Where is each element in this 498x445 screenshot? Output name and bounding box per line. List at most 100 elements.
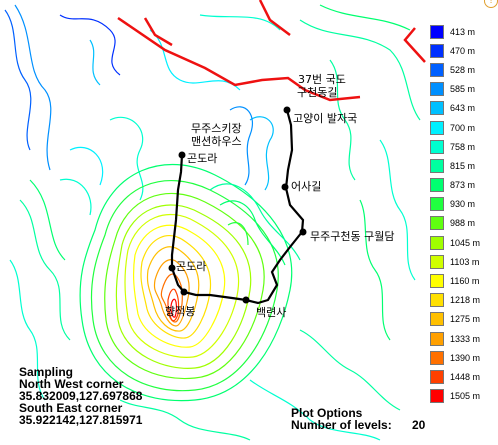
legend-item: 1505 m (430, 387, 498, 406)
legend-label: 1103 m (450, 256, 480, 267)
label-guwoldam: 무주구천동 구월담 (310, 229, 394, 243)
contour-lines (4, 4, 421, 441)
boundary-line-north (143, 17, 173, 47)
legend-swatch (430, 139, 444, 154)
sampling-info: Sampling North West corner 35.832009,127… (19, 365, 143, 427)
legend-item: 930 m (430, 195, 498, 214)
legend-swatch (430, 120, 444, 135)
legend-label: 1390 m (450, 352, 481, 363)
legend-swatch (430, 43, 444, 58)
legend-swatch (430, 274, 444, 289)
legend-item: 1333 m (430, 329, 498, 348)
legend-swatch (430, 62, 444, 77)
place-labels: 37번 국도 구천동길 고양이 발자국 무주스키장 맨션하우스 곤도라 어사길 … (165, 73, 394, 319)
legend-item: 643 m (430, 99, 498, 118)
legend-label: 1218 m (450, 295, 481, 306)
legend-label: 470 m (450, 45, 476, 56)
legend-label: 758 m (450, 141, 476, 152)
se-corner-label: South East corner (19, 401, 123, 415)
boundary-line-east (117, 16, 361, 102)
legend-item: 1218 m (430, 291, 498, 310)
label-resort: 무주스키장 (191, 122, 242, 135)
legend-label: 700 m (450, 122, 476, 133)
legend-item: 1448 m (430, 367, 498, 386)
legend-label: 930 m (450, 199, 476, 210)
legend-swatch (430, 82, 444, 97)
legend-label: 873 m (450, 180, 476, 191)
label-resort-sub: 맨션하우스 (191, 134, 242, 148)
legend-swatch (430, 350, 444, 365)
legend-label: 1448 m (450, 371, 481, 382)
label-gondola-mid: 곤도라 (176, 260, 206, 273)
legend-swatch (430, 158, 444, 173)
label-baengnyeonsa: 백련사 (256, 306, 286, 319)
legend-item: 1103 m (430, 252, 498, 271)
legend-label: 1045 m (450, 237, 481, 248)
levels-value[interactable]: 20 (412, 418, 426, 432)
legend-label: 1275 m (450, 314, 481, 325)
boundary-line-top (258, 0, 291, 36)
label-eosagil: 어사길 (291, 180, 321, 193)
label-road-sub: 구천동길 (297, 85, 337, 99)
legend-swatch (430, 216, 444, 231)
se-corner-value: 35.922142,127.815971 (19, 413, 143, 427)
legend-swatch (430, 178, 444, 193)
admin-boundary-lines (117, 0, 426, 102)
legend-swatch (430, 331, 444, 346)
legend-label: 988 m (450, 218, 476, 229)
elevation-legend: 413 m 470 m 528 m 585 m 643 m 700 m 758 m 815 m… (430, 22, 498, 406)
legend-swatch (430, 369, 444, 384)
nw-corner-value: 35.832009,127.697868 (19, 389, 143, 403)
waypoint-hyangjeokbong[interactable] (180, 288, 188, 296)
sampling-title: Sampling (19, 365, 73, 379)
topographic-map[interactable]: 37번 국도 구천동길 고양이 발자국 무주스키장 맨션하우스 곤도라 어사길 … (0, 0, 430, 445)
label-goyangi: 고양이 발자국 (293, 112, 357, 125)
legend-label: 1333 m (450, 333, 481, 344)
legend-item: 1160 m (430, 271, 498, 290)
legend-swatch (430, 101, 444, 116)
waypoints (168, 106, 307, 304)
legend-item: 413 m (430, 22, 498, 41)
info-icon[interactable]: ! (484, 0, 498, 8)
legend-label: 1505 m (450, 391, 481, 402)
label-road: 37번 국도 (298, 73, 346, 86)
legend-label: 413 m (450, 26, 476, 37)
trail-route[interactable] (170, 109, 305, 305)
legend-label: 528 m (450, 64, 476, 75)
boundary-line-right (403, 27, 426, 63)
nw-corner-label: North West corner (19, 377, 124, 391)
legend-item: 988 m (430, 214, 498, 233)
label-gondola-top: 곤도라 (187, 152, 217, 165)
legend-item: 1390 m (430, 348, 498, 367)
legend-item: 758 m (430, 137, 498, 156)
waypoint-gondola-top[interactable] (178, 151, 186, 159)
legend-item: 1045 m (430, 233, 498, 252)
legend-swatch (430, 254, 444, 269)
plot-options[interactable]: Plot Options Number of levels: 20 (291, 406, 426, 432)
legend-label: 585 m (450, 84, 476, 95)
legend-label: 815 m (450, 160, 476, 171)
legend-label: 643 m (450, 103, 476, 114)
waypoint-goyangi[interactable] (283, 106, 291, 114)
plot-options-title: Plot Options (291, 406, 363, 420)
waypoint-gondola-mid[interactable] (168, 264, 176, 272)
legend-swatch (430, 389, 444, 404)
legend-swatch (430, 24, 444, 39)
legend-swatch (430, 312, 444, 327)
levels-label: Number of levels: (291, 418, 392, 432)
legend-label: 1160 m (450, 276, 480, 287)
legend-item: 815 m (430, 156, 498, 175)
legend-item: 528 m (430, 60, 498, 79)
legend-item: 470 m (430, 41, 498, 60)
waypoint-baengnyeonsa[interactable] (242, 296, 250, 304)
waypoint-guwoldam[interactable] (299, 228, 307, 236)
legend-swatch (430, 197, 444, 212)
label-hyangjeokbong: 향적봉 (165, 305, 195, 318)
legend-item: 1275 m (430, 310, 498, 329)
legend-swatch (430, 293, 444, 308)
legend-item: 700 m (430, 118, 498, 137)
waypoint-eosagil[interactable] (281, 183, 289, 191)
legend-item: 873 m (430, 176, 498, 195)
legend-item: 585 m (430, 80, 498, 99)
legend-swatch (430, 235, 444, 250)
